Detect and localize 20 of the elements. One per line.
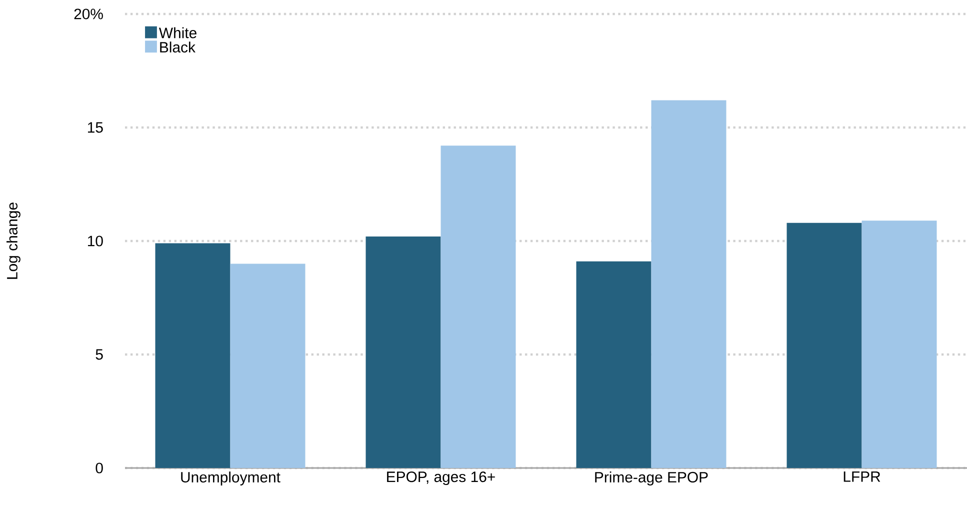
y-axis-title: Log change (6, 202, 20, 279)
y-tick-label: 10 (88, 236, 103, 246)
bar (576, 261, 652, 468)
bar (155, 243, 230, 468)
bar (366, 236, 441, 468)
y-tick-label: 0 (96, 462, 103, 474)
x-tick-label: Prime-age EPOP (595, 472, 708, 486)
bar (440, 146, 516, 468)
y-tick-label: 15 (88, 122, 103, 133)
bar (651, 100, 726, 468)
x-tick-label: EPOP, ages 16+ (387, 472, 495, 486)
legend-label: White (158, 27, 196, 38)
x-tick-label: LFPR (844, 472, 880, 482)
legend-label: Black (160, 42, 196, 53)
y-tick-label: 5 (96, 349, 103, 360)
bar (230, 264, 306, 468)
bar (786, 222, 862, 468)
bar (862, 220, 937, 468)
y-tick-label: 20% (74, 8, 103, 20)
x-tick-label: Unemployment (181, 472, 280, 486)
